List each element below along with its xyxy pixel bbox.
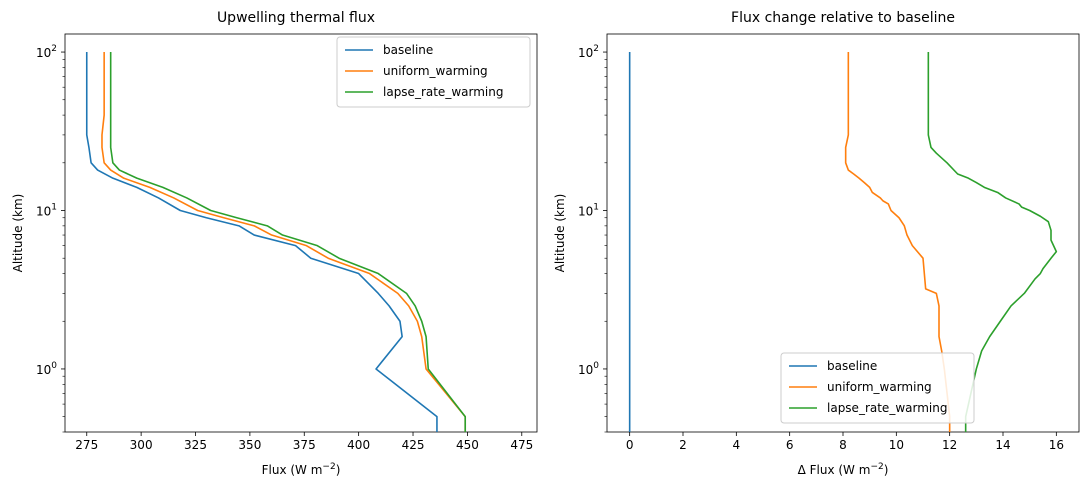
x-tick-label: 325 bbox=[184, 438, 207, 452]
axes-frame bbox=[64, 33, 538, 433]
x-tick-label: 10 bbox=[889, 438, 904, 452]
x-axis: 275 300 325 350 375 400 425 450 475 bbox=[75, 432, 533, 452]
y-axis: 100 101 102 bbox=[578, 44, 607, 433]
series-line-uniform_warming bbox=[101, 52, 467, 432]
legend-label-lapse_rate_warming: lapse_rate_warming bbox=[827, 401, 947, 415]
legend-label-lapse_rate_warming: lapse_rate_warming bbox=[383, 85, 503, 99]
legend-box bbox=[336, 36, 531, 108]
legend-label-baseline: baseline bbox=[827, 359, 877, 373]
x-tick-label: 275 bbox=[75, 438, 98, 452]
y-tick-label: 102 bbox=[578, 44, 599, 60]
legend-label-uniform_warming: uniform_warming bbox=[827, 380, 932, 394]
legend: baseline uniform_warming lapse_rate_warmin… bbox=[780, 352, 975, 424]
x-tick-label: 0 bbox=[626, 438, 634, 452]
x-tick-label: 450 bbox=[456, 438, 479, 452]
series-line-baseline bbox=[85, 52, 438, 432]
x-tick-label: 2 bbox=[679, 438, 687, 452]
panel-title: Upwelling thermal flux bbox=[217, 10, 375, 26]
y-axis: 100 101 102 bbox=[36, 44, 65, 433]
x-axis-title-exponent: −2 bbox=[322, 462, 335, 472]
panel-upwelling-flux: Upwelling thermal flux 275 300 325 350 375 40… bbox=[11, 10, 538, 477]
x-tick-label: 12 bbox=[942, 438, 957, 452]
series-group bbox=[85, 52, 467, 432]
x-axis-title: Δ Flux (W m−2) bbox=[798, 462, 889, 477]
x-tick-label: 400 bbox=[347, 438, 370, 452]
x-axis-title-close: ) bbox=[884, 463, 889, 477]
legend-box bbox=[780, 352, 975, 424]
series-line-uniform_warming bbox=[844, 52, 951, 432]
x-axis-title: Flux (W m−2) bbox=[262, 462, 341, 477]
y-tick-label: 100 bbox=[578, 361, 599, 377]
x-tick-label: 14 bbox=[995, 438, 1010, 452]
series-line-lapse_rate_warming bbox=[109, 52, 467, 432]
x-tick-label: 8 bbox=[839, 438, 847, 452]
x-tick-label: 4 bbox=[733, 438, 741, 452]
panel-title: Flux change relative to baseline bbox=[731, 10, 955, 26]
x-tick-label: 300 bbox=[130, 438, 153, 452]
x-axis-title-exponent: −2 bbox=[870, 462, 883, 472]
x-tick-label: 475 bbox=[510, 438, 533, 452]
panel-flux-change: Flux change relative to baseline 0 2 4 6 8 10… bbox=[553, 10, 1080, 477]
series-line-lapse_rate_warming bbox=[927, 52, 1058, 432]
y-tick-label: 102 bbox=[36, 44, 57, 60]
x-axis: 0 2 4 6 8 10 12 14 16 bbox=[626, 432, 1064, 452]
x-tick-label: 425 bbox=[402, 438, 425, 452]
x-tick-label: 375 bbox=[293, 438, 316, 452]
legend-label-baseline: baseline bbox=[383, 43, 433, 57]
x-tick-label: 350 bbox=[238, 438, 261, 452]
y-axis-title: Altitude (km) bbox=[11, 194, 25, 273]
legend: baseline uniform_warming lapse_rate_warmin… bbox=[336, 36, 531, 108]
x-axis-title-text: Flux (W m bbox=[262, 463, 323, 477]
x-axis-title-close: ) bbox=[336, 463, 341, 477]
y-tick-label: 101 bbox=[36, 203, 57, 219]
y-axis-title: Altitude (km) bbox=[553, 194, 567, 273]
x-tick-label: 6 bbox=[786, 438, 794, 452]
y-tick-label: 101 bbox=[578, 203, 599, 219]
series-group bbox=[628, 52, 1058, 432]
legend-label-uniform_warming: uniform_warming bbox=[383, 64, 488, 78]
y-tick-label: 100 bbox=[36, 361, 57, 377]
x-tick-label: 16 bbox=[1049, 438, 1064, 452]
x-axis-title-text: Δ Flux (W m bbox=[798, 463, 871, 477]
plot-area bbox=[64, 33, 538, 433]
